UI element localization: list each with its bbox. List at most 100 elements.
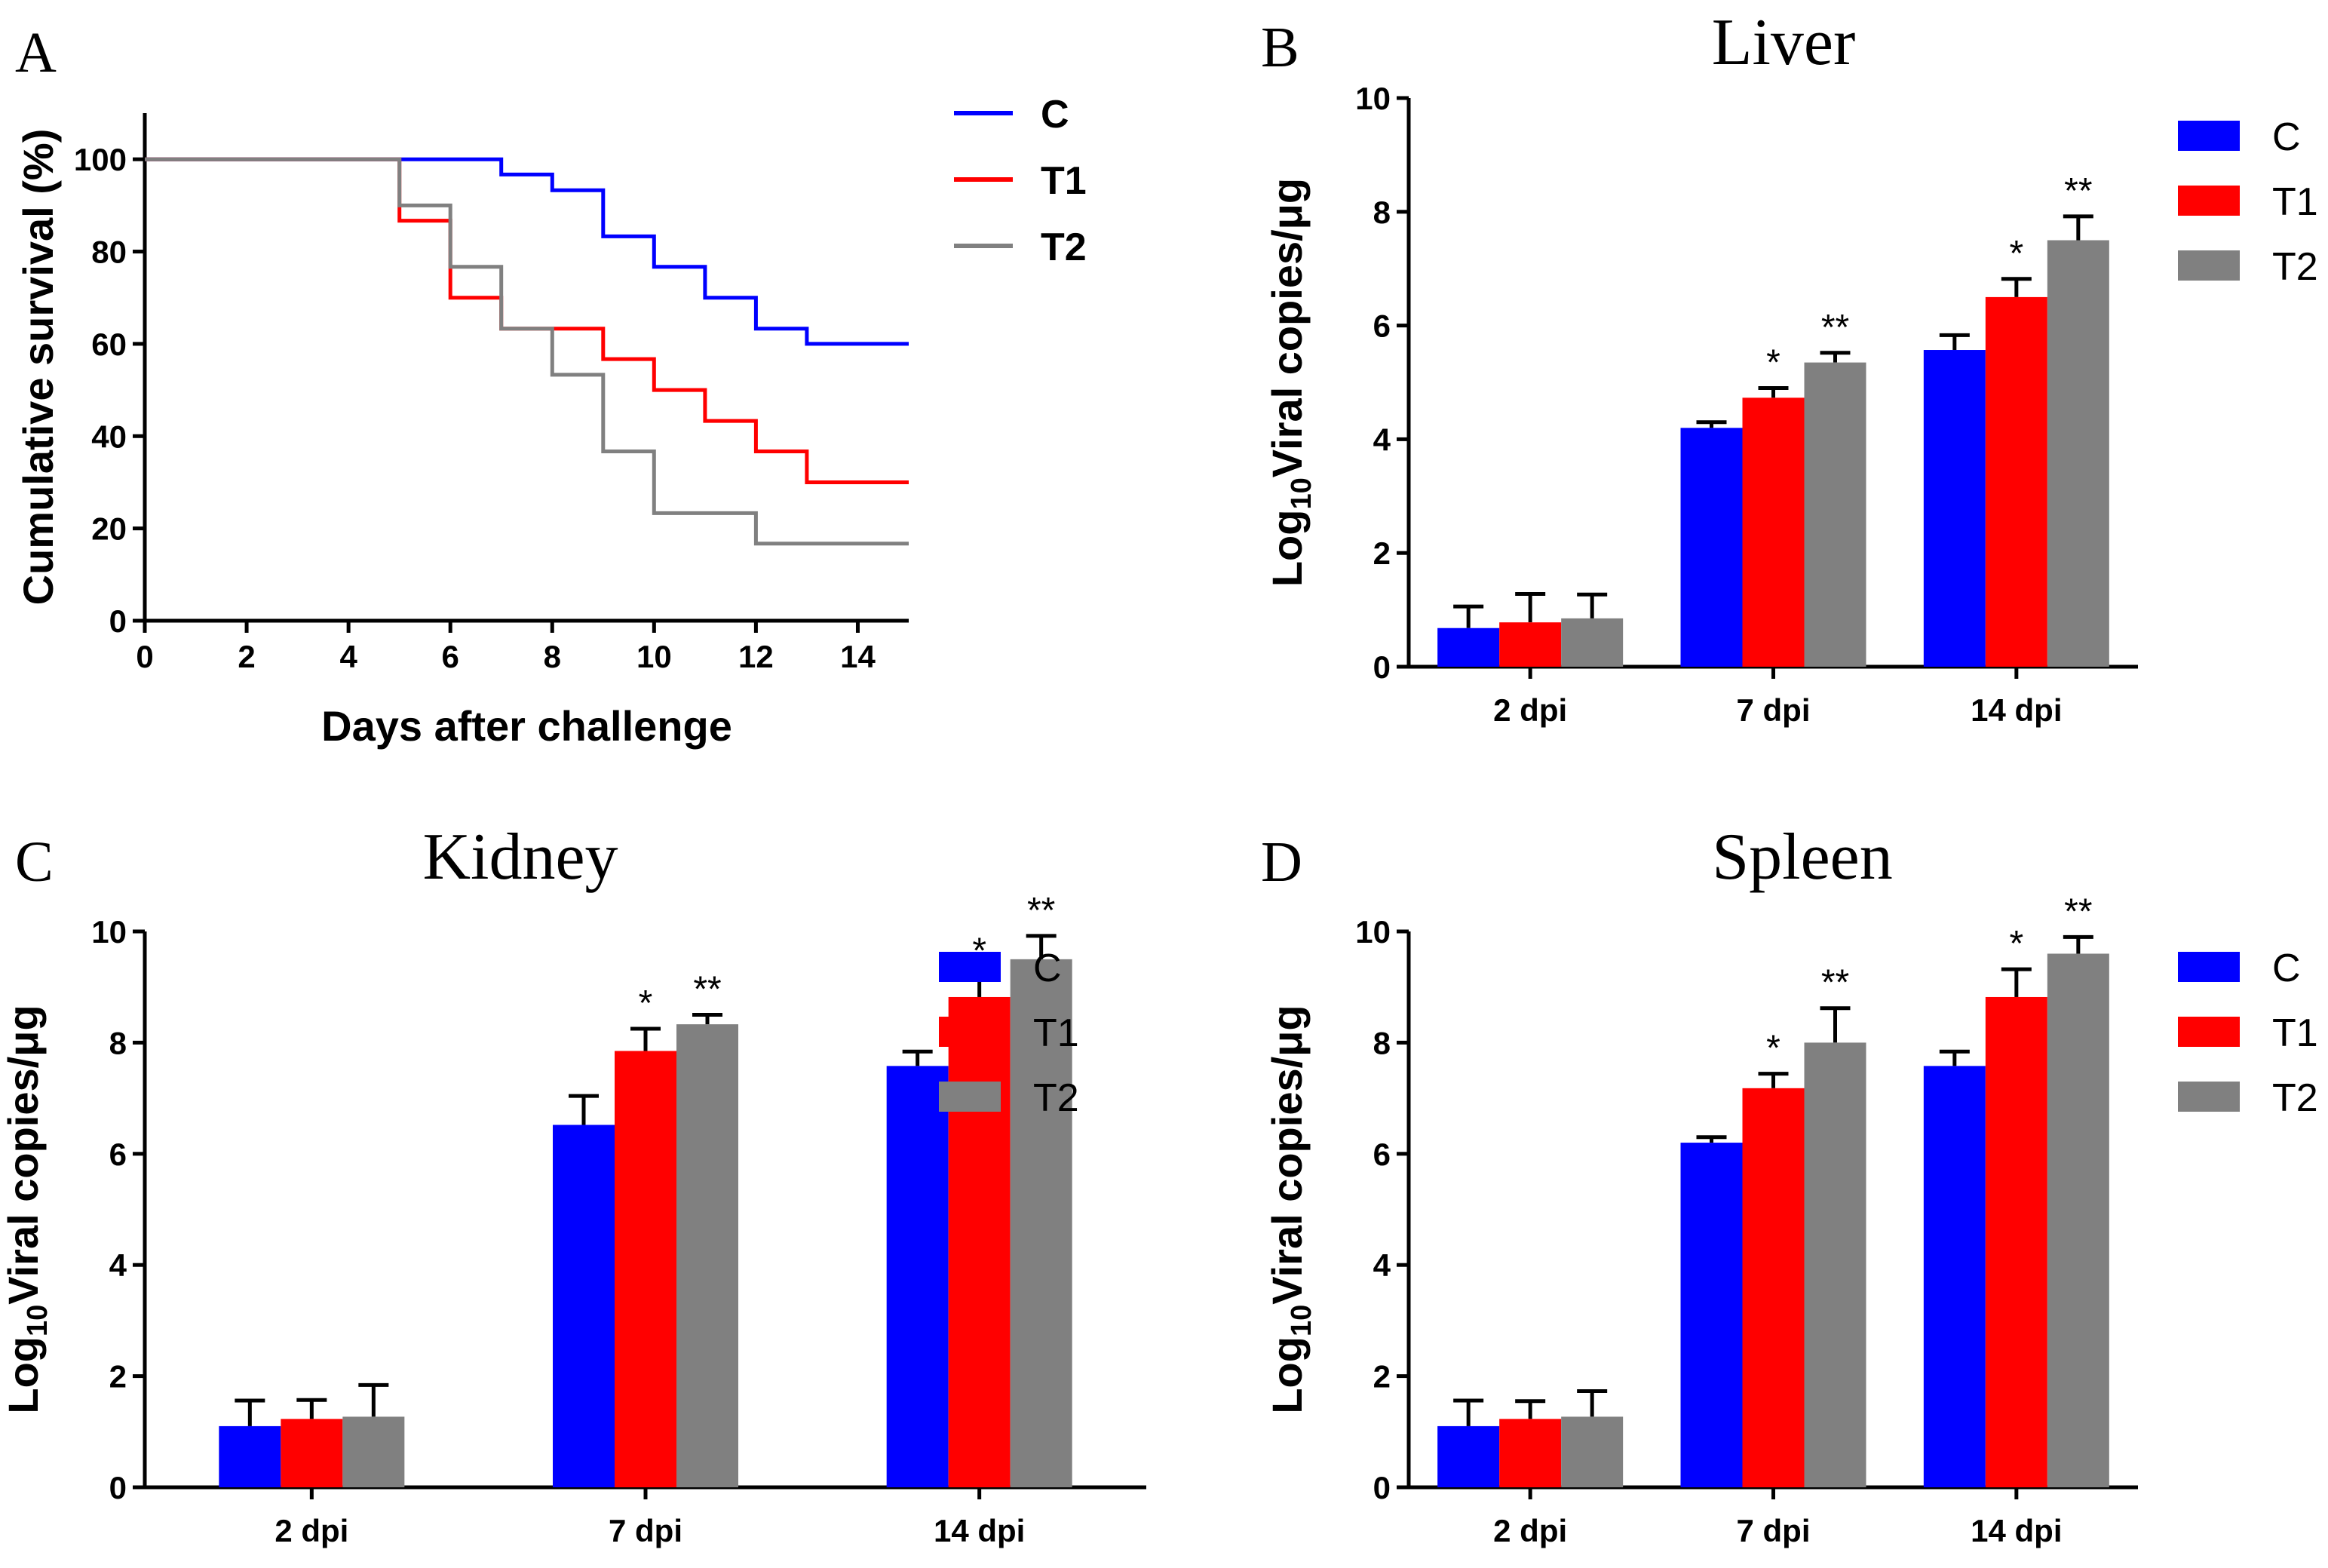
- significance-marker: *: [1766, 343, 1781, 383]
- x-tick-label: 2 dpi: [275, 1513, 348, 1548]
- bar-t2: [2047, 953, 2109, 1487]
- significance-marker: **: [1027, 891, 1055, 931]
- significance-marker: *: [2009, 234, 2023, 274]
- legend-item-t1: T1: [939, 1011, 1079, 1055]
- legend-item-c: C: [954, 93, 1069, 137]
- x-tick-label: 8: [544, 639, 561, 674]
- panel-letter: B: [1261, 16, 1299, 79]
- x-tick-label: 14 dpi: [1971, 692, 2062, 728]
- bar-t1: [1985, 296, 2047, 667]
- legend-label: T1: [2272, 1011, 2318, 1055]
- panel-letter: D: [1261, 830, 1302, 894]
- bar-c: [553, 1125, 615, 1487]
- y-tick-label: 2: [1373, 535, 1391, 571]
- panel-letter: C: [15, 830, 54, 894]
- legend-label: C: [2272, 115, 2301, 159]
- legend-item-c: C: [2178, 947, 2301, 990]
- y-axis-title: Log10Viral copies/μg: [1263, 178, 1317, 587]
- y-tick-label: 8: [1373, 1025, 1391, 1060]
- bar-c: [886, 1066, 949, 1487]
- y-tick-label: 6: [1373, 1137, 1391, 1172]
- x-tick-label: 6: [442, 639, 459, 674]
- y-tick-label: 60: [91, 327, 127, 362]
- legend-item-t1: T1: [2178, 180, 2318, 224]
- legend-item-t1: T1: [954, 159, 1087, 203]
- legend-label: C: [1041, 93, 1069, 137]
- bar-c: [219, 1425, 281, 1487]
- x-tick-label: 12: [738, 639, 774, 674]
- legend-swatch: [2178, 186, 2240, 216]
- bar-t2: [1561, 1416, 1624, 1487]
- bar-t2: [342, 1416, 405, 1487]
- legend-label: T1: [1041, 159, 1087, 203]
- y-tick-label: 8: [1373, 195, 1391, 230]
- y-tick-label: 10: [91, 914, 127, 950]
- legend-item-t2: T2: [2178, 1076, 2318, 1120]
- legend-swatch: [2178, 952, 2240, 982]
- y-tick-label: 4: [109, 1247, 127, 1283]
- y-tick-label: 8: [109, 1025, 127, 1060]
- legend-item-c: C: [2178, 115, 2301, 159]
- significance-marker: *: [639, 983, 653, 1023]
- x-tick-label: 2 dpi: [1493, 1513, 1567, 1548]
- y-tick-label: 2: [1373, 1359, 1391, 1395]
- legend-swatch: [2178, 121, 2240, 151]
- bar-t1: [1499, 1419, 1562, 1487]
- bar-t1: [948, 996, 1011, 1487]
- x-tick-label: 10: [636, 639, 672, 674]
- x-tick-label: 14 dpi: [934, 1513, 1025, 1548]
- legend-swatch: [939, 1082, 1001, 1112]
- x-tick-label: 4: [339, 639, 357, 674]
- legend-swatch: [2178, 1082, 2240, 1112]
- bar-t2: [676, 1024, 738, 1487]
- x-tick-label: 0: [136, 639, 153, 674]
- y-axis-title: Log10Viral copies/μg: [1263, 1005, 1317, 1413]
- x-tick-label: 14 dpi: [1971, 1513, 2062, 1548]
- y-tick-label: 6: [1373, 308, 1391, 344]
- panel-a: A 0 20 40 60 80 100 0 2 4 6 8 10 12 14 Days after chall…: [14, 21, 1087, 750]
- x-tick-label: 7 dpi: [609, 1513, 682, 1548]
- legend-item-t2: T2: [2178, 245, 2318, 289]
- legend-swatch: [2178, 1017, 2240, 1047]
- bar-t1: [1742, 1088, 1805, 1487]
- legend-swatch: [939, 1017, 1001, 1047]
- panel-title: Liver: [1712, 6, 1856, 79]
- y-tick-label: 6: [109, 1137, 127, 1172]
- y-tick-label: 0: [109, 603, 127, 639]
- y-axis-title: Log10Viral copies/μg: [0, 1005, 54, 1413]
- y-tick-label: 80: [91, 235, 127, 270]
- x-axis-title: Days after challenge: [321, 702, 732, 750]
- bar-c: [1437, 1425, 1500, 1487]
- y-tick-label: 40: [91, 419, 127, 454]
- bar-c: [1680, 428, 1743, 667]
- panel-letter: A: [15, 21, 57, 84]
- significance-marker: *: [2009, 924, 2023, 964]
- y-tick-label: 4: [1373, 1247, 1391, 1283]
- bar-t2: [1561, 618, 1624, 667]
- bar-t2: [2047, 240, 2109, 667]
- survival-line-c: [145, 157, 909, 346]
- panel-title: Spleen: [1712, 821, 1893, 894]
- y-tick-label: 2: [109, 1359, 127, 1395]
- legend-label: T2: [1041, 226, 1087, 269]
- bar-c: [1923, 350, 1986, 667]
- legend-item-t2: T2: [954, 226, 1087, 269]
- y-axis-title: Cumulative survival (%): [14, 129, 62, 606]
- significance-marker: **: [1821, 963, 1849, 1003]
- y-tick-label: 4: [1373, 422, 1391, 457]
- legend-label: T2: [1033, 1076, 1079, 1120]
- bar-t1: [1499, 622, 1562, 667]
- bar-t1: [615, 1051, 676, 1487]
- significance-marker: **: [2064, 171, 2092, 211]
- bar-t1: [1742, 397, 1805, 667]
- y-tick-label: 100: [74, 142, 127, 177]
- significance-marker: **: [693, 970, 721, 1010]
- x-tick-label: 2 dpi: [1493, 692, 1567, 728]
- legend-label: T2: [2272, 1076, 2318, 1120]
- legend-label: T2: [2272, 245, 2318, 289]
- legend-item-c: C: [939, 947, 1062, 990]
- legend-label: T1: [1033, 1011, 1079, 1055]
